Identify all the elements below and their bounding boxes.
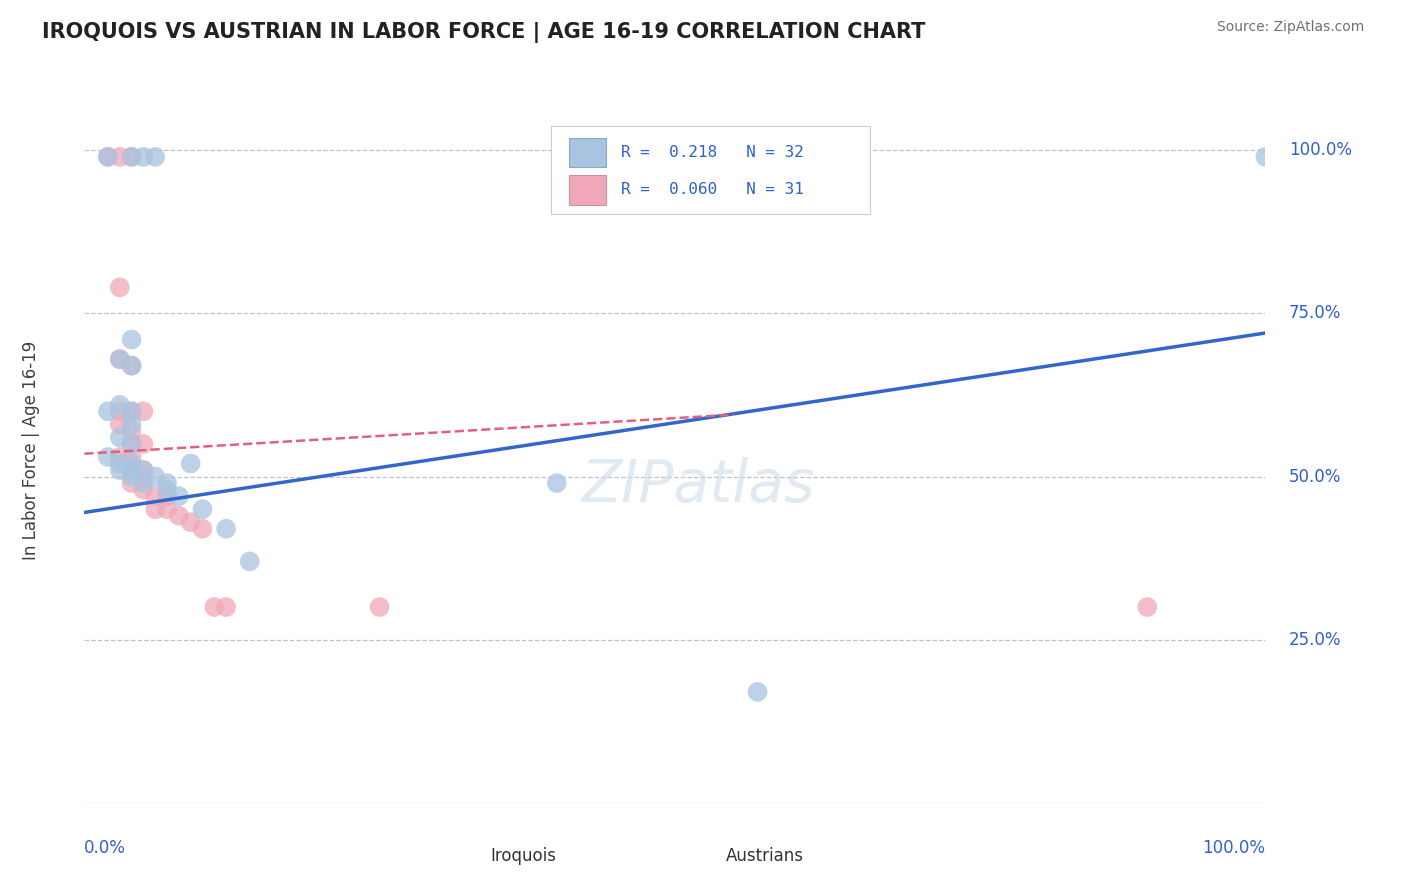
Point <box>747 685 769 699</box>
Text: In Labor Force | Age 16-19: In Labor Force | Age 16-19 <box>22 341 41 560</box>
Point <box>108 280 131 294</box>
Point <box>215 522 238 536</box>
Point <box>121 359 143 373</box>
Text: 75.0%: 75.0% <box>1289 304 1341 322</box>
Point <box>180 457 202 471</box>
Point <box>121 463 143 477</box>
Point <box>97 404 120 418</box>
Point <box>97 450 120 464</box>
Text: 25.0%: 25.0% <box>1289 631 1341 648</box>
Point <box>121 359 143 373</box>
Point <box>167 508 190 523</box>
Point <box>121 476 143 491</box>
Point <box>132 483 155 497</box>
Text: R =  0.218   N = 32: R = 0.218 N = 32 <box>620 145 803 160</box>
Text: 50.0%: 50.0% <box>1289 467 1341 485</box>
Point <box>121 150 143 164</box>
FancyBboxPatch shape <box>699 848 717 863</box>
Point <box>121 404 143 418</box>
Point <box>108 457 131 471</box>
Point <box>108 450 131 464</box>
Point <box>108 417 131 432</box>
Text: 0.0%: 0.0% <box>84 838 127 856</box>
Point <box>156 476 179 491</box>
Point <box>121 450 143 464</box>
Point <box>108 404 131 418</box>
Point <box>132 469 155 483</box>
Text: IROQUOIS VS AUSTRIAN IN LABOR FORCE | AGE 16-19 CORRELATION CHART: IROQUOIS VS AUSTRIAN IN LABOR FORCE | AG… <box>42 22 925 44</box>
Point <box>132 150 155 164</box>
Point <box>143 489 166 503</box>
Point <box>132 404 155 418</box>
Point <box>132 437 155 451</box>
Point <box>143 469 166 483</box>
Point <box>167 489 190 503</box>
Point <box>121 457 143 471</box>
Point <box>121 404 143 418</box>
Point <box>368 600 391 615</box>
Point <box>108 352 131 367</box>
FancyBboxPatch shape <box>568 137 606 167</box>
Point <box>1136 600 1159 615</box>
Point <box>132 476 155 491</box>
Point <box>180 515 202 529</box>
Point <box>546 476 568 491</box>
Point <box>97 150 120 164</box>
Point <box>143 502 166 516</box>
FancyBboxPatch shape <box>551 127 870 214</box>
Text: Source: ZipAtlas.com: Source: ZipAtlas.com <box>1216 20 1364 34</box>
Point <box>121 150 143 164</box>
Text: ZIPatlas: ZIPatlas <box>582 458 815 514</box>
Point <box>156 483 179 497</box>
Point <box>121 437 143 451</box>
Point <box>121 463 143 477</box>
Text: Austrians: Austrians <box>725 847 804 864</box>
Point <box>191 502 214 516</box>
Text: R =  0.060   N = 31: R = 0.060 N = 31 <box>620 182 803 197</box>
Text: 100.0%: 100.0% <box>1289 141 1353 160</box>
Point <box>108 463 131 477</box>
Text: Iroquois: Iroquois <box>489 847 555 864</box>
Text: 100.0%: 100.0% <box>1202 838 1265 856</box>
Point <box>191 522 214 536</box>
Point <box>108 398 131 412</box>
Point <box>202 600 225 615</box>
Point <box>1254 150 1277 164</box>
Point <box>239 554 262 568</box>
Point <box>121 333 143 347</box>
Point <box>132 463 155 477</box>
Point <box>121 469 143 483</box>
Point <box>215 600 238 615</box>
Point <box>143 150 166 164</box>
Point <box>97 150 120 164</box>
FancyBboxPatch shape <box>463 848 481 863</box>
Point <box>121 417 143 432</box>
Point <box>121 437 143 451</box>
FancyBboxPatch shape <box>568 175 606 204</box>
Point <box>156 502 179 516</box>
Point <box>108 430 131 444</box>
Point <box>108 352 131 367</box>
Point <box>108 150 131 164</box>
Point <box>121 424 143 438</box>
Point <box>132 463 155 477</box>
Point <box>156 489 179 503</box>
